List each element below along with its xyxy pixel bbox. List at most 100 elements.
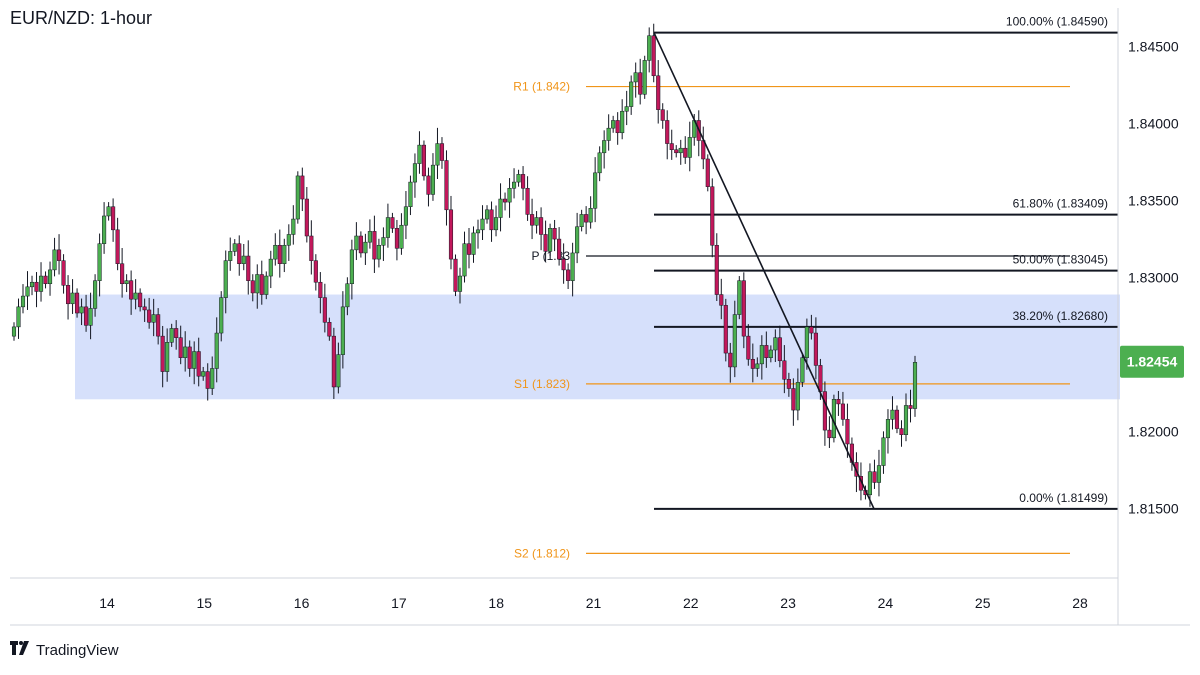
candle-body — [52, 249, 57, 271]
candle-body — [156, 314, 161, 337]
candle-body — [507, 187, 512, 203]
candle-body — [142, 306, 147, 311]
candle-body — [264, 275, 269, 295]
fib-level-label: 0.00% (1.81499) — [1019, 491, 1108, 505]
candle-body — [876, 465, 882, 483]
fib-level-label: 61.80% (1.83409) — [1013, 197, 1108, 211]
plot-area[interactable] — [10, 8, 1118, 578]
candle-body — [390, 217, 395, 229]
candle-body — [466, 243, 472, 255]
candle-body — [201, 371, 206, 377]
candle-body — [286, 234, 291, 246]
candle-body — [34, 281, 39, 292]
candle-body — [309, 235, 314, 261]
candle-body — [602, 140, 607, 154]
candle-body — [300, 175, 305, 200]
x-tick-label: 24 — [878, 595, 894, 611]
candle-body — [259, 274, 264, 295]
candle-body — [624, 106, 629, 112]
y-tick-label: 1.82000 — [1128, 424, 1179, 440]
candle-body — [381, 237, 386, 246]
candle-body — [665, 120, 670, 144]
levels-layer: 100.00% (1.84590) 61.80% (1.83409) 50.00% … — [513, 15, 1118, 560]
candle-body — [57, 249, 62, 261]
candle-body — [683, 147, 688, 158]
candle-body — [741, 280, 746, 337]
candle-body — [885, 419, 891, 439]
candle-body — [129, 280, 134, 300]
candle-body — [728, 352, 733, 368]
trend-line — [653, 32, 875, 510]
y-tick-label: 1.81500 — [1128, 501, 1179, 517]
candle-body — [629, 81, 634, 107]
candle-body — [800, 357, 805, 383]
chart-title: EUR/NZD: 1-hour — [10, 8, 153, 28]
candle-body — [331, 335, 336, 388]
candle-body — [327, 322, 332, 337]
candle-body — [543, 234, 548, 252]
candle-body — [584, 214, 589, 223]
candle-body — [777, 337, 782, 362]
candle-body — [66, 285, 71, 305]
candle-body — [475, 229, 481, 234]
candle-body — [61, 260, 66, 286]
candle-body — [723, 305, 728, 354]
pivot-level-label: S2 (1.812) — [514, 546, 570, 560]
candle-body — [448, 209, 454, 260]
candle-body — [444, 160, 449, 211]
candle-body — [822, 391, 827, 431]
last-price-text: 1.82454 — [1127, 354, 1178, 370]
candle-body — [746, 335, 751, 360]
candle-body — [755, 363, 760, 369]
candle-body — [786, 379, 791, 389]
candle-body — [133, 292, 138, 300]
candle-body — [183, 346, 188, 358]
candle-body — [345, 283, 350, 308]
candle-body — [782, 360, 787, 380]
x-tick-label: 14 — [99, 595, 115, 611]
fib-level-label: 100.00% (1.84590) — [1006, 15, 1108, 29]
candle-body — [43, 275, 48, 285]
candle-body — [462, 243, 467, 277]
candle-body — [845, 419, 850, 445]
candle-body — [813, 332, 818, 366]
candle-body — [29, 281, 35, 288]
x-tick-label: 28 — [1072, 595, 1088, 611]
candle-body — [633, 72, 638, 83]
candle-body — [88, 308, 93, 326]
candle-body — [237, 243, 242, 264]
candle-body — [525, 187, 530, 215]
x-tick-label: 15 — [197, 595, 213, 611]
x-tick-label: 23 — [780, 595, 796, 611]
candle-body — [579, 214, 584, 228]
candle-body — [228, 251, 233, 261]
tradingview-logo[interactable]: TradingView — [10, 641, 119, 659]
x-tick-label: 18 — [488, 595, 504, 611]
candle-body — [498, 198, 503, 218]
candle-body — [674, 149, 679, 154]
candle-body — [93, 280, 98, 309]
candle-body — [804, 326, 809, 358]
candle-body — [512, 181, 517, 189]
candle-body — [638, 72, 643, 95]
candle-body — [687, 137, 692, 158]
candle-body — [111, 206, 116, 231]
candle-body — [246, 255, 251, 281]
candle-body — [354, 235, 359, 251]
candle-body — [268, 258, 273, 277]
candle-body — [750, 358, 755, 369]
candle-body — [295, 175, 300, 220]
candle-body — [70, 292, 75, 305]
candle-body — [660, 109, 665, 121]
candle-body — [124, 280, 129, 285]
x-tick-label: 16 — [294, 595, 310, 611]
candle-body — [714, 244, 719, 295]
candle-body — [669, 143, 674, 150]
candle-body — [196, 351, 201, 377]
y-tick-label: 1.84000 — [1128, 116, 1179, 132]
candle-body — [840, 403, 845, 420]
candle-body — [606, 127, 611, 141]
candle-body — [764, 345, 769, 358]
candle-body — [435, 143, 440, 166]
